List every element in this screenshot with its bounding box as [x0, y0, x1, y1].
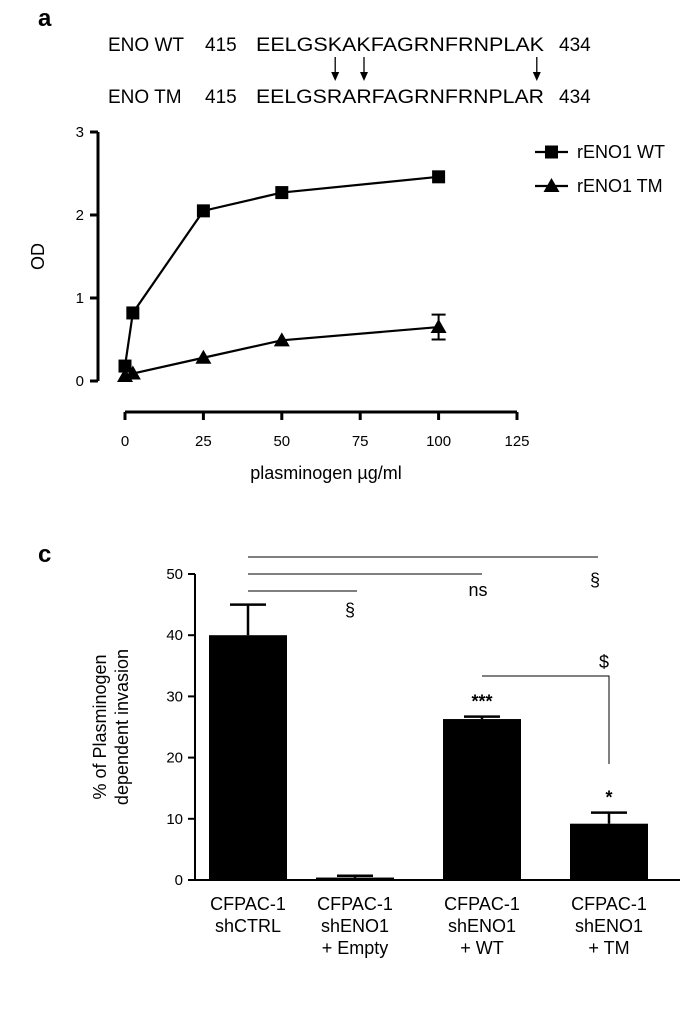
legend-marker-square — [545, 145, 558, 159]
seq-tm-end: 434 — [559, 87, 591, 108]
mutation-arrow-head — [331, 72, 340, 81]
panel-a-letter: a — [38, 5, 52, 32]
bar-y-tick-label: 20 — [166, 750, 183, 767]
seq-tm-residues: EELGSRARFAGRNFRNPLAR — [256, 87, 544, 108]
category-label: + WT — [460, 938, 504, 958]
bar-y-axis-title-line1: % of Plasminogen — [90, 654, 110, 799]
data-point-triangle — [124, 365, 141, 380]
bar-y-tick-label: 40 — [166, 627, 183, 644]
category-label: CFPAC-1 — [444, 894, 520, 914]
bar — [443, 719, 521, 880]
x-tick-label: 0 — [121, 433, 129, 450]
category-label: + Empty — [322, 938, 389, 958]
bar-chart: 0 10 20 30 40 50 % of Plasminogen dependent inv… — [90, 556, 680, 958]
seq-wt-name: ENO WT — [108, 35, 184, 56]
bar — [316, 877, 394, 880]
mutation-arrow-head — [360, 72, 368, 81]
bar-significance-label: *** — [471, 692, 492, 712]
bar-y-tick-label: 0 — [175, 872, 183, 889]
category-label: shENO1 — [321, 916, 389, 936]
data-point-triangle — [273, 332, 290, 347]
x-axis-title: plasminogen µg/ml — [250, 463, 401, 483]
bar-y-tick-label: 10 — [166, 811, 183, 828]
legend-label: rENO1 WT — [577, 142, 665, 162]
legend-label: rENO1 TM — [577, 176, 663, 196]
seq-tm-start: 415 — [205, 87, 237, 108]
category-label: CFPAC-1 — [571, 894, 647, 914]
bar-y-tick-label: 30 — [166, 688, 183, 705]
data-point-square — [196, 204, 210, 218]
category-label: CFPAC-1 — [210, 894, 286, 914]
bar — [209, 635, 287, 880]
comparison-label: ns — [468, 580, 487, 600]
bar-significance-label: * — [605, 788, 612, 808]
comparison-label: § — [590, 570, 600, 590]
category-label: shENO1 — [575, 916, 643, 936]
x-tick-label: 25 — [195, 433, 212, 450]
category-label: CFPAC-1 — [317, 894, 393, 914]
x-tick-label: 125 — [504, 433, 529, 450]
data-point-triangle — [195, 349, 212, 364]
y-tick-label: 1 — [76, 290, 84, 307]
sequence-alignment: ENO WT 415 EELGSKAKFAGRNFRNPLAK 434 ENO … — [108, 35, 591, 108]
comparison-label: $ — [599, 652, 609, 672]
x-tick-label: 50 — [273, 433, 290, 450]
data-point-square — [432, 170, 446, 184]
y-axis-title: OD — [28, 243, 48, 270]
seq-wt-end: 434 — [559, 35, 591, 56]
mutation-arrows — [331, 57, 541, 81]
legend-marker-triangle — [543, 178, 560, 192]
comparison-label: § — [345, 600, 355, 620]
bar — [570, 823, 648, 880]
category-label: shCTRL — [215, 916, 281, 936]
category-label: + TM — [588, 938, 629, 958]
seq-wt-residues: EELGSKAKFAGRNFRNPLAK — [256, 35, 544, 56]
seq-wt-start: 415 — [205, 35, 237, 56]
y-tick-label: 0 — [76, 373, 84, 390]
data-point-triangle — [430, 319, 447, 334]
bar-y-tick-label: 50 — [166, 566, 183, 583]
line-chart: 0 1 2 3 0 25 50 75 100 125 plasminogen µg/ml OD rENO… — [28, 124, 665, 483]
data-point-square — [118, 359, 132, 373]
mutation-arrow-head — [532, 72, 541, 81]
seq-tm-name: ENO TM — [108, 87, 182, 108]
y-tick-label: 3 — [76, 124, 84, 141]
x-tick-label: 100 — [426, 433, 451, 450]
category-label: shENO1 — [448, 916, 516, 936]
bar-y-axis-title-line2: dependent invasion — [112, 649, 132, 805]
data-point-square — [126, 306, 140, 320]
panel-c-letter: c — [38, 541, 51, 568]
comparison-bracket — [482, 675, 610, 764]
y-tick-label: 2 — [76, 207, 84, 224]
data-point-square — [275, 186, 289, 200]
x-tick-label: 75 — [352, 433, 369, 450]
